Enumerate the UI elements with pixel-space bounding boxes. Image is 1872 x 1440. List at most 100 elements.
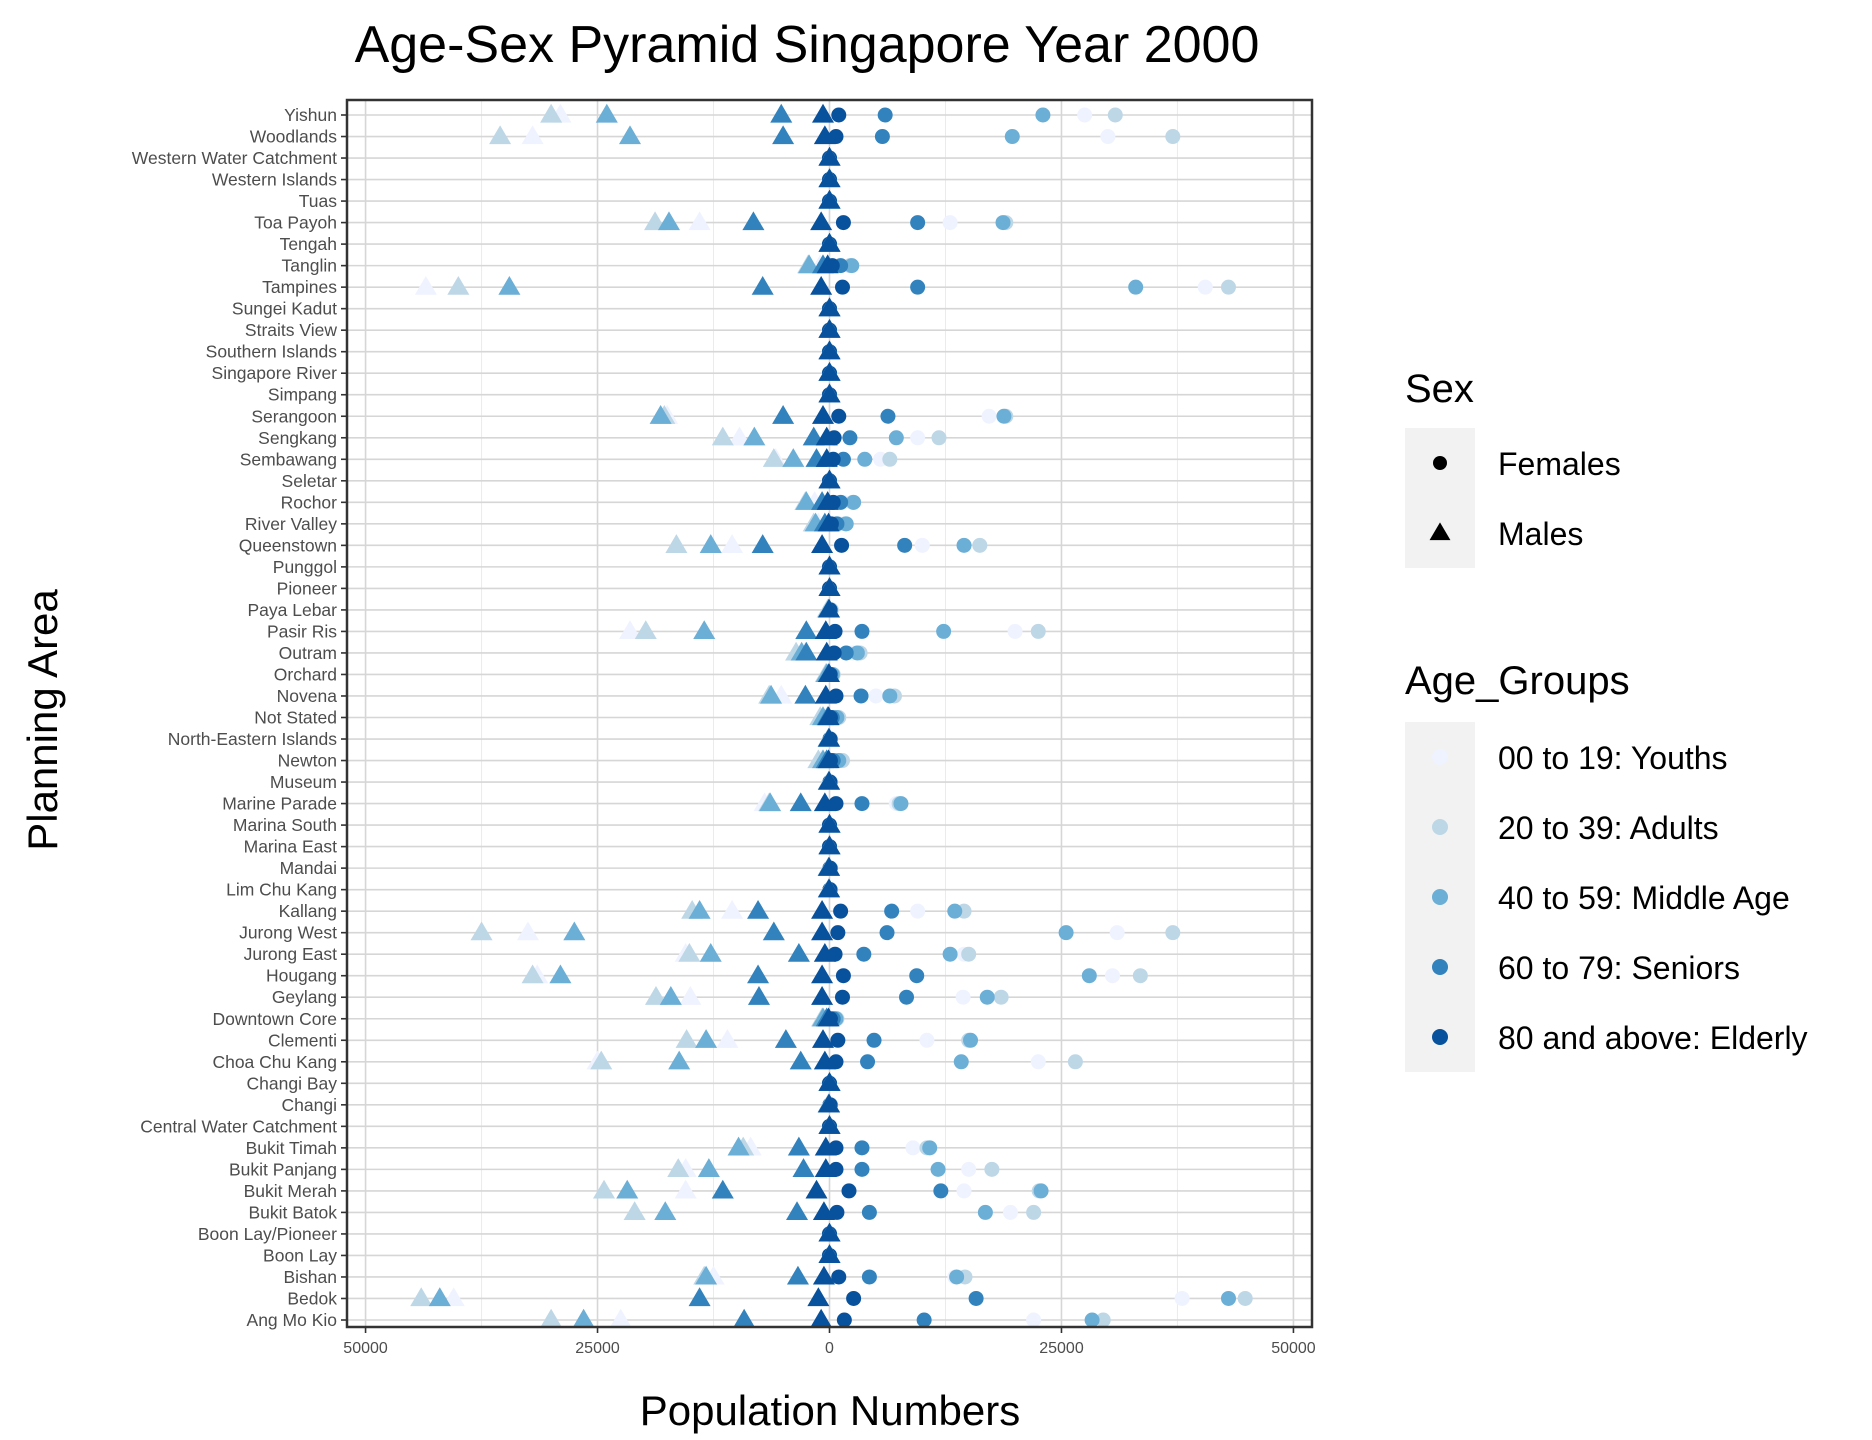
data-point-male <box>811 1029 835 1048</box>
y-tick-label: Toa Payoh <box>254 213 337 233</box>
data-point-male <box>818 770 841 790</box>
data-point-female <box>953 1054 969 1070</box>
x-axis-title: Population Numbers <box>640 1387 1021 1434</box>
data-point-female <box>922 1140 938 1156</box>
y-tick-label: Serangoon <box>251 406 337 426</box>
legend-age-items: 00 to 19: Youths 20 to 39: Adults 40 to 59… <box>1432 740 1808 1056</box>
data-point-male <box>751 534 774 553</box>
data-point-female <box>853 688 869 704</box>
data-point-female <box>1174 1290 1190 1306</box>
data-point-male <box>798 254 821 274</box>
data-point-male <box>747 986 771 1005</box>
y-tick-label: Straits View <box>245 320 337 340</box>
legend-age-label: 40 to 59: Middle Age <box>1498 880 1790 916</box>
data-point-male <box>816 491 839 510</box>
data-point-male <box>811 921 834 941</box>
data-point-male <box>815 448 838 467</box>
data-point-female <box>833 903 849 919</box>
y-tick-label: Newton <box>278 751 337 771</box>
data-point-male <box>818 555 841 575</box>
y-tick-label: Kallang <box>279 901 337 921</box>
y-tick-label: Bukit Timah <box>246 1138 337 1158</box>
data-point-male <box>657 211 680 231</box>
legend: Sex Females Males Age_Groups 00 to 19: Yo… <box>1405 367 1808 1072</box>
data-point-male <box>811 405 835 424</box>
data-point-male <box>811 986 834 1005</box>
data-point-female <box>1095 1312 1111 1328</box>
y-tick-label: Pioneer <box>277 578 337 598</box>
data-point-female <box>1077 107 1093 123</box>
data-point-male <box>817 749 840 769</box>
data-point-female <box>972 537 988 553</box>
data-point-female <box>1081 968 1097 984</box>
data-point-male <box>644 211 667 231</box>
data-point-female <box>880 408 896 424</box>
data-point-male <box>818 878 841 898</box>
y-tick-label: Bukit Batok <box>248 1202 337 1222</box>
data-point-male <box>782 448 805 467</box>
y-tick-label: Jurong East <box>244 944 338 964</box>
data-point-female <box>897 537 913 553</box>
data-point-male <box>818 663 841 683</box>
data-point-male <box>675 1029 698 1048</box>
data-point-male <box>716 1029 739 1048</box>
legend-age-label: 20 to 39: Adults <box>1498 810 1719 846</box>
data-point-male <box>813 943 836 962</box>
data-point-male <box>699 943 722 962</box>
legend-key-triangle <box>1429 522 1451 541</box>
y-tick-label: Rochor <box>281 492 338 512</box>
data-point-female <box>830 925 846 941</box>
data-point-male <box>668 1050 691 1070</box>
data-point-male <box>695 1265 718 1285</box>
y-tick-label: Changi Bay <box>247 1073 338 1093</box>
y-tick-label: Marina East <box>244 837 338 857</box>
data-point-male <box>818 1093 841 1113</box>
data-point-female <box>996 408 1012 424</box>
legend-key-circle <box>1432 819 1448 835</box>
data-point-male <box>697 1158 720 1177</box>
data-point-male <box>623 1201 646 1220</box>
data-point-female <box>1128 279 1144 295</box>
y-tick-label: North-Eastern Islands <box>168 729 337 749</box>
data-point-male <box>711 1179 734 1199</box>
data-point-female <box>914 537 930 553</box>
data-point-male <box>498 275 521 295</box>
data-point-male <box>818 340 841 360</box>
data-point-male <box>811 534 834 553</box>
data-point-female <box>910 215 926 231</box>
data-point-male <box>649 405 672 424</box>
data-point-female <box>910 279 926 295</box>
y-tick-label: Singapore River <box>212 363 338 383</box>
data-point-female <box>831 408 847 424</box>
data-point-male <box>810 211 833 231</box>
data-point-male <box>772 125 795 145</box>
data-point-female <box>1084 1312 1100 1328</box>
data-point-female <box>909 968 925 984</box>
data-point-female <box>879 925 895 941</box>
data-point-male <box>810 275 833 295</box>
x-tick-label: 50000 <box>1271 1340 1316 1357</box>
data-point-female <box>838 645 854 661</box>
data-point-male <box>818 1222 841 1242</box>
data-point-male <box>813 125 836 145</box>
x-tick-label: 0 <box>825 1340 834 1357</box>
data-point-female <box>1004 129 1020 145</box>
data-point-female <box>868 688 884 704</box>
data-point-male <box>812 1201 835 1220</box>
data-point-male <box>818 856 841 876</box>
y-tick-label: Southern Islands <box>206 342 338 362</box>
data-point-male <box>540 103 563 123</box>
data-point-male <box>812 1265 835 1285</box>
data-point-female <box>857 451 873 467</box>
data-point-male <box>818 1115 841 1134</box>
data-point-male <box>789 792 812 812</box>
data-point-female <box>860 1054 876 1070</box>
data-point-female <box>831 107 847 123</box>
data-point-male <box>540 1308 563 1328</box>
y-tick-label: Changi <box>282 1095 337 1115</box>
legend-age-label: 80 and above: Elderly <box>1498 1020 1808 1056</box>
data-point-male <box>674 1179 697 1199</box>
data-point-male <box>699 534 722 553</box>
